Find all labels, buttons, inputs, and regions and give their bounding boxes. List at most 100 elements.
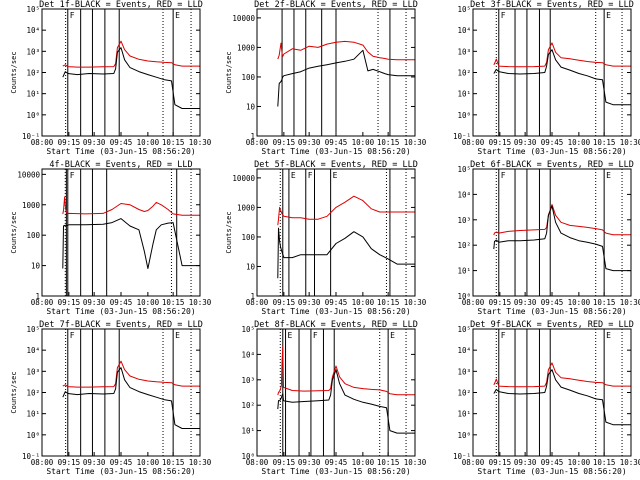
interval-marker-label: E <box>606 171 611 180</box>
y-tick-label: 10000 <box>17 170 40 179</box>
y-tick-label: 10⁰ <box>457 111 471 120</box>
x-tick-label: 09:15 <box>58 458 81 467</box>
x-tick-label: 08:00 <box>31 458 54 467</box>
y-tick-label: 10⁴ <box>241 350 255 359</box>
x-tick-label: 09:30 <box>298 138 321 147</box>
y-tick-label: 1000 <box>237 43 256 52</box>
y-tick-label: 10⁴ <box>457 346 471 355</box>
y-tick-label: 10² <box>241 401 255 410</box>
x-tick-label: 09:15 <box>489 298 512 307</box>
y-tick-label: 10⁰ <box>26 431 40 440</box>
chart-title: Det 9f-BLACK = Events, RED = LLD <box>470 320 634 330</box>
x-tick-label: 10:00 <box>137 138 160 147</box>
x-tick-label: 08:00 <box>246 298 269 307</box>
y-tick-label: 10⁴ <box>457 190 471 199</box>
x-tick-label: 09:45 <box>325 138 348 147</box>
x-tick-label: 10:15 <box>377 138 400 147</box>
y-tick-label: 10⁴ <box>26 346 40 355</box>
y-tick-label: 10 <box>31 262 41 271</box>
x-tick-label: 09:45 <box>110 138 133 147</box>
x-tick-label: 08:00 <box>462 298 485 307</box>
x-tick-label: 09:45 <box>541 458 564 467</box>
y-tick-label: 10⁻¹ <box>22 132 40 141</box>
chart-title: 4f-BLACK = Events, RED = LLD <box>49 160 192 170</box>
lld-series-line <box>62 196 200 216</box>
y-tick-label: 10⁰ <box>26 111 40 120</box>
x-tick-label: 10:30 <box>404 138 427 147</box>
x-tick-label: 10:15 <box>593 138 616 147</box>
x-tick-label: 09:45 <box>325 458 348 467</box>
interval-marker-label: F <box>501 331 506 340</box>
y-tick-label: 100 <box>241 233 255 242</box>
y-tick-label: 10³ <box>457 47 471 56</box>
y-tick-label: 10² <box>26 69 40 78</box>
y-tick-label: 10³ <box>26 47 40 56</box>
x-tick-label: 10:00 <box>568 298 591 307</box>
interval-marker-label: F <box>70 331 75 340</box>
y-tick-label: 10⁴ <box>457 26 471 35</box>
y-axis-label: Counts/sec <box>225 211 233 253</box>
x-tick-label: 09:30 <box>514 298 537 307</box>
lld-series-line <box>493 362 631 388</box>
interval-marker-label: E <box>175 331 180 340</box>
chart-title: Det 6f-BLACK = Events, RED = LLD <box>470 160 634 170</box>
x-tick-label: 08:00 <box>246 138 269 147</box>
events-series-line <box>277 369 415 434</box>
x-tick-label: 09:45 <box>541 138 564 147</box>
y-axis-label: Counts/sec <box>10 51 18 93</box>
x-tick-label: 09:30 <box>514 138 537 147</box>
y-tick-label: 10⁰ <box>457 431 471 440</box>
events-series-line <box>493 369 631 426</box>
chart-title: Det 7f-BLACK = Events, RED = LLD <box>39 320 203 330</box>
x-tick-label: 08:00 <box>462 458 485 467</box>
chart-title: Det 5f-BLACK = Events, RED = LLD <box>254 160 418 170</box>
y-tick-label: 10¹ <box>457 90 471 99</box>
x-tick-label: 09:45 <box>110 458 133 467</box>
x-tick-label: 10:30 <box>189 298 212 307</box>
x-tick-label: 10:00 <box>137 458 160 467</box>
x-tick-label: 09:30 <box>514 458 537 467</box>
y-tick-label: 10⁴ <box>26 26 40 35</box>
interval-marker-label: E <box>175 11 180 20</box>
x-axis-label: Start Time (03-Jun-15 08:56:20) <box>477 147 626 156</box>
y-tick-label: 10³ <box>241 376 255 385</box>
lld-series-line <box>62 40 200 68</box>
x-tick-label: 09:30 <box>298 298 321 307</box>
x-tick-label: 09:15 <box>273 138 296 147</box>
events-series-line <box>493 205 631 272</box>
y-axis-label: Counts/sec <box>10 211 18 253</box>
x-tick-label: 09:15 <box>489 458 512 467</box>
y-tick-label: 10³ <box>457 216 471 225</box>
interval-marker-label: E <box>390 331 395 340</box>
x-tick-label: 10:00 <box>352 458 375 467</box>
x-tick-label: 10:30 <box>404 298 427 307</box>
y-tick-label: 10¹ <box>457 267 471 276</box>
x-axis-label: Start Time (03-Jun-15 08:56:20) <box>477 467 626 476</box>
chart-panel-2: Det 2f-BLACK = Events, RED = LLD 1 10 100 10… <box>225 0 427 156</box>
x-tick-label: 08:00 <box>31 298 54 307</box>
x-tick-label: 08:00 <box>462 138 485 147</box>
x-tick-label: 09:30 <box>298 458 321 467</box>
x-tick-label: 10:30 <box>189 458 212 467</box>
x-axis-label: Start Time (03-Jun-15 08:56:20) <box>261 467 410 476</box>
y-tick-label: 10² <box>457 241 471 250</box>
x-tick-label: 09:15 <box>58 298 81 307</box>
x-tick-label: 10:15 <box>593 298 616 307</box>
y-tick-label: 10⁵ <box>26 5 40 14</box>
events-series-line <box>62 218 200 269</box>
y-tick-label: 10¹ <box>26 410 40 419</box>
y-tick-label: 1000 <box>22 201 41 210</box>
interval-marker-label: F <box>313 331 318 340</box>
interval-marker-label: F <box>501 11 506 20</box>
x-tick-label: 09:15 <box>58 138 81 147</box>
x-axis-label: Start Time (03-Jun-15 08:56:20) <box>477 307 626 316</box>
y-tick-label: 1000 <box>237 203 256 212</box>
